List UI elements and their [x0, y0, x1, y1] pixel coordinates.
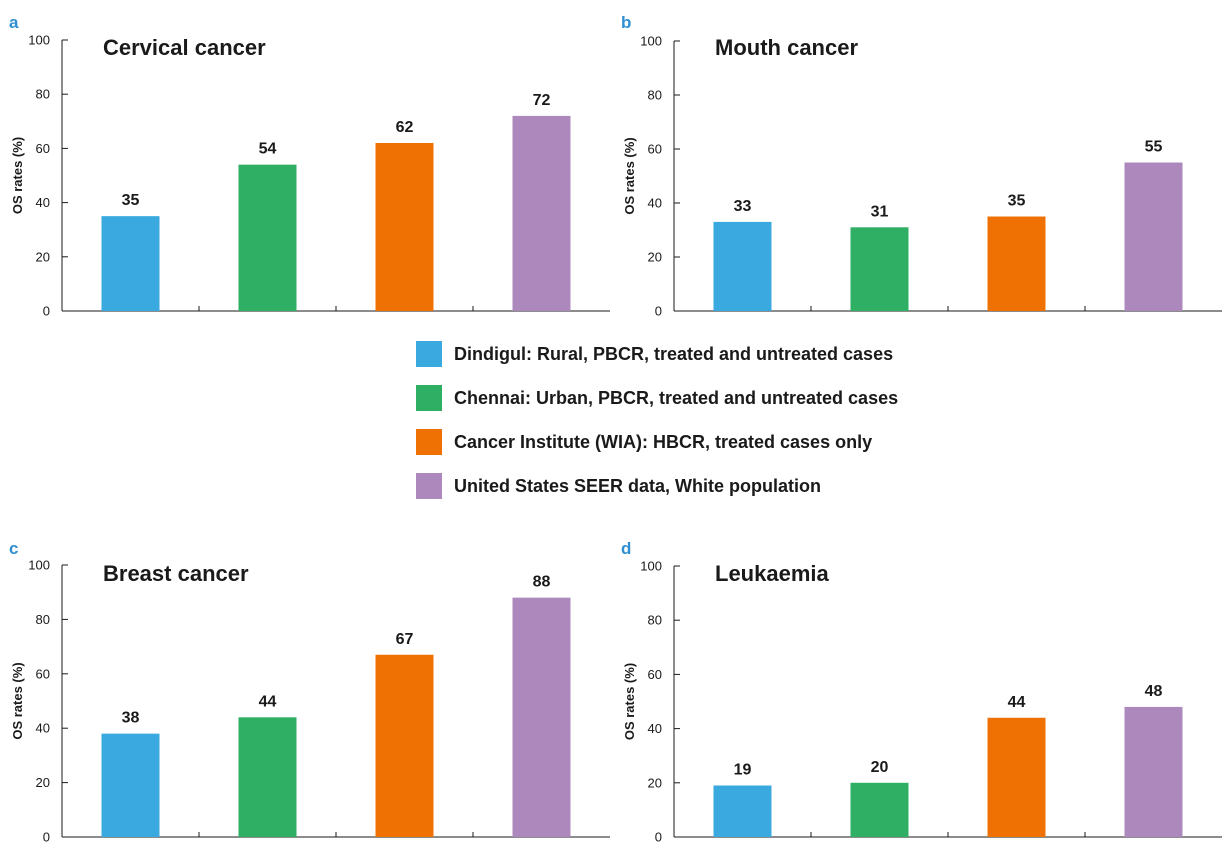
chart-title: Leukaemia [715, 561, 829, 586]
y-axis-label: OS rates (%) [622, 137, 637, 214]
panel-letter: b [621, 13, 631, 32]
y-tick-label: 0 [655, 830, 662, 844]
y-axis-label: OS rates (%) [622, 663, 637, 740]
chart-panel-d: d Leukaemia OS rates (%) 0 20 40 60 80 100 19 20 44… [621, 539, 1222, 844]
bar [101, 216, 160, 311]
legend-swatch [416, 473, 442, 499]
y-tick-label: 20 [648, 775, 662, 790]
y-tick-label: 0 [43, 830, 50, 844]
data-label: 72 [533, 92, 551, 109]
bar [238, 717, 297, 837]
y-tick-label: 0 [655, 304, 662, 319]
y-axis-label: OS rates (%) [10, 662, 25, 739]
y-tick-label: 20 [36, 249, 50, 264]
y-tick-label: 80 [648, 88, 662, 103]
data-label: 35 [1008, 193, 1026, 210]
bar [850, 227, 909, 311]
legend-item: Dindigul: Rural, PBCR, treated and untre… [416, 340, 898, 368]
chart-panel-a: a Cervical cancer OS rates (%) 0 20 40 60 80 100… [9, 13, 610, 319]
y-tick-label: 40 [36, 721, 50, 736]
legend-label: United States SEER data, White populatio… [454, 475, 822, 496]
y-tick-label: 100 [28, 558, 50, 573]
bar [375, 142, 434, 311]
data-label: 88 [533, 574, 551, 591]
bar [101, 733, 160, 837]
y-tick-label: 40 [36, 195, 50, 210]
bar [713, 785, 772, 837]
bar [1124, 162, 1183, 311]
bar [987, 717, 1046, 837]
bar [375, 654, 434, 837]
chart-title: Mouth cancer [715, 35, 858, 60]
bar [850, 782, 909, 837]
legend-swatch [416, 429, 442, 455]
legend-label: Dindigul: Rural, PBCR, treated and untre… [454, 343, 894, 364]
data-label: 44 [259, 693, 277, 710]
chart-title: Breast cancer [103, 561, 249, 586]
panel-letter: c [9, 539, 18, 558]
y-tick-label: 80 [36, 612, 50, 627]
y-tick-label: 20 [648, 250, 662, 265]
y-tick-label: 60 [648, 667, 662, 682]
legend-item: Chennai: Urban, PBCR, treated and untrea… [416, 384, 898, 412]
y-tick-label: 0 [43, 304, 50, 319]
y-tick-label: 100 [640, 34, 662, 49]
bar [713, 221, 772, 311]
chart-panel-c: c Breast cancer OS rates (%) 0 20 40 60 80 100 38… [9, 539, 610, 844]
y-tick-label: 80 [36, 87, 50, 102]
data-label: 44 [1008, 694, 1026, 711]
y-tick-label: 60 [648, 142, 662, 157]
y-tick-label: 80 [648, 613, 662, 628]
data-label: 33 [734, 198, 752, 215]
data-label: 54 [259, 141, 277, 158]
y-tick-label: 60 [36, 141, 50, 156]
legend-label: Cancer Institute (WIA): HBCR, treated ca… [454, 431, 873, 452]
legend-item: Cancer Institute (WIA): HBCR, treated ca… [416, 428, 898, 456]
y-tick-label: 40 [648, 196, 662, 211]
y-axis-label: OS rates (%) [10, 137, 25, 214]
legend-item: United States SEER data, White populatio… [416, 472, 898, 500]
bar [512, 597, 571, 837]
y-tick-label: 100 [28, 33, 50, 48]
data-label: 35 [122, 192, 140, 209]
data-label: 48 [1145, 683, 1163, 700]
y-tick-label: 20 [36, 775, 50, 790]
y-tick-label: 40 [648, 721, 662, 736]
bar [987, 216, 1046, 311]
data-label: 20 [871, 759, 889, 776]
data-label: 31 [871, 203, 889, 220]
data-label: 19 [734, 762, 752, 779]
data-label: 62 [396, 119, 414, 136]
y-tick-label: 100 [640, 559, 662, 574]
y-tick-label: 60 [36, 666, 50, 681]
legend-label: Chennai: Urban, PBCR, treated and untrea… [454, 387, 899, 408]
legend: Dindigul: Rural, PBCR, treated and untre… [416, 340, 898, 516]
legend-swatch [416, 385, 442, 411]
chart-panel-b: b Mouth cancer OS rates (%) 0 20 40 60 80 100 33 3… [621, 13, 1222, 319]
bar [238, 164, 297, 311]
panel-letter: a [9, 13, 19, 32]
data-label: 38 [122, 710, 140, 727]
bar [1124, 706, 1183, 837]
chart-title: Cervical cancer [103, 35, 266, 60]
data-label: 67 [396, 631, 414, 648]
data-label: 55 [1145, 139, 1163, 156]
bar [512, 115, 571, 311]
legend-swatch [416, 341, 442, 367]
panel-letter: d [621, 539, 631, 558]
